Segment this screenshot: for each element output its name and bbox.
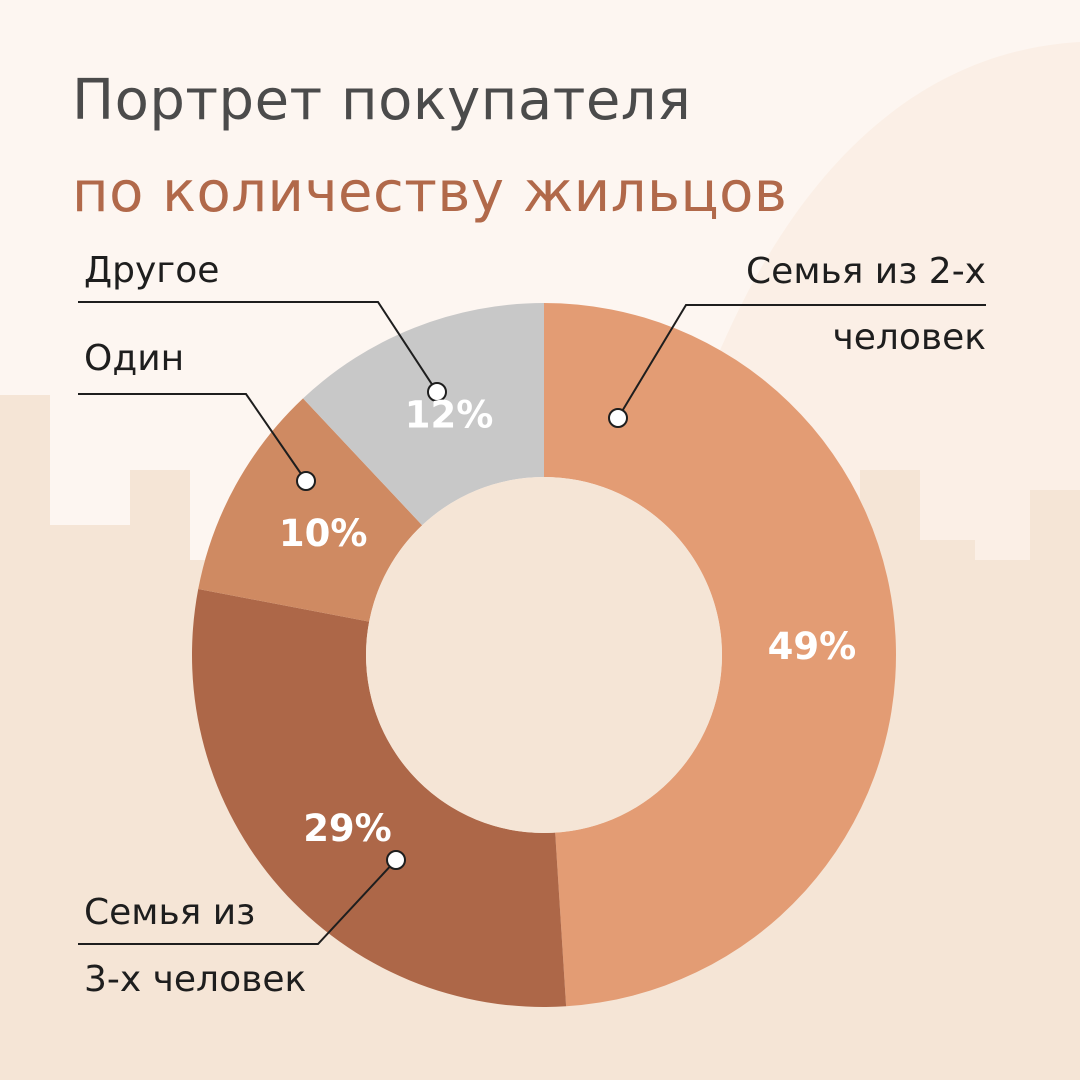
percent-label-trio: 29% bbox=[303, 807, 392, 850]
leader-line-trio bbox=[78, 859, 397, 945]
page-subtitle: по количеству жильцов bbox=[72, 160, 788, 225]
percent-label-other: 12% bbox=[405, 394, 494, 437]
leader-dot-other bbox=[427, 382, 447, 402]
leader-dot-single bbox=[296, 471, 316, 491]
leader-line-other bbox=[78, 301, 438, 393]
callout-label-other: Другое bbox=[84, 250, 220, 291]
percent-label-single: 10% bbox=[279, 512, 368, 555]
donut-slice-pair bbox=[544, 303, 897, 1007]
building-silhouettes bbox=[0, 395, 1080, 605]
callout-label-trio-bottom: 3-х человек bbox=[84, 959, 307, 1000]
leader-line-pair bbox=[617, 304, 986, 419]
callout-label-pair-bottom: человек bbox=[832, 317, 986, 358]
donut-hole bbox=[366, 477, 722, 833]
page-title: Портрет покупателя bbox=[72, 68, 692, 133]
donut-slice-trio bbox=[191, 589, 567, 1008]
callout-label-trio-top: Семья из bbox=[84, 892, 256, 933]
callout-label-single: Один bbox=[84, 338, 185, 379]
donut-slice-other bbox=[303, 303, 544, 526]
leader-line-single bbox=[78, 393, 307, 482]
callout-label-pair-top: Семья из 2-х bbox=[746, 251, 986, 292]
leader-dot-pair bbox=[608, 408, 628, 428]
donut-slice-single bbox=[198, 398, 423, 622]
percent-label-pair: 49% bbox=[768, 625, 857, 668]
leader-dot-trio bbox=[386, 850, 406, 870]
